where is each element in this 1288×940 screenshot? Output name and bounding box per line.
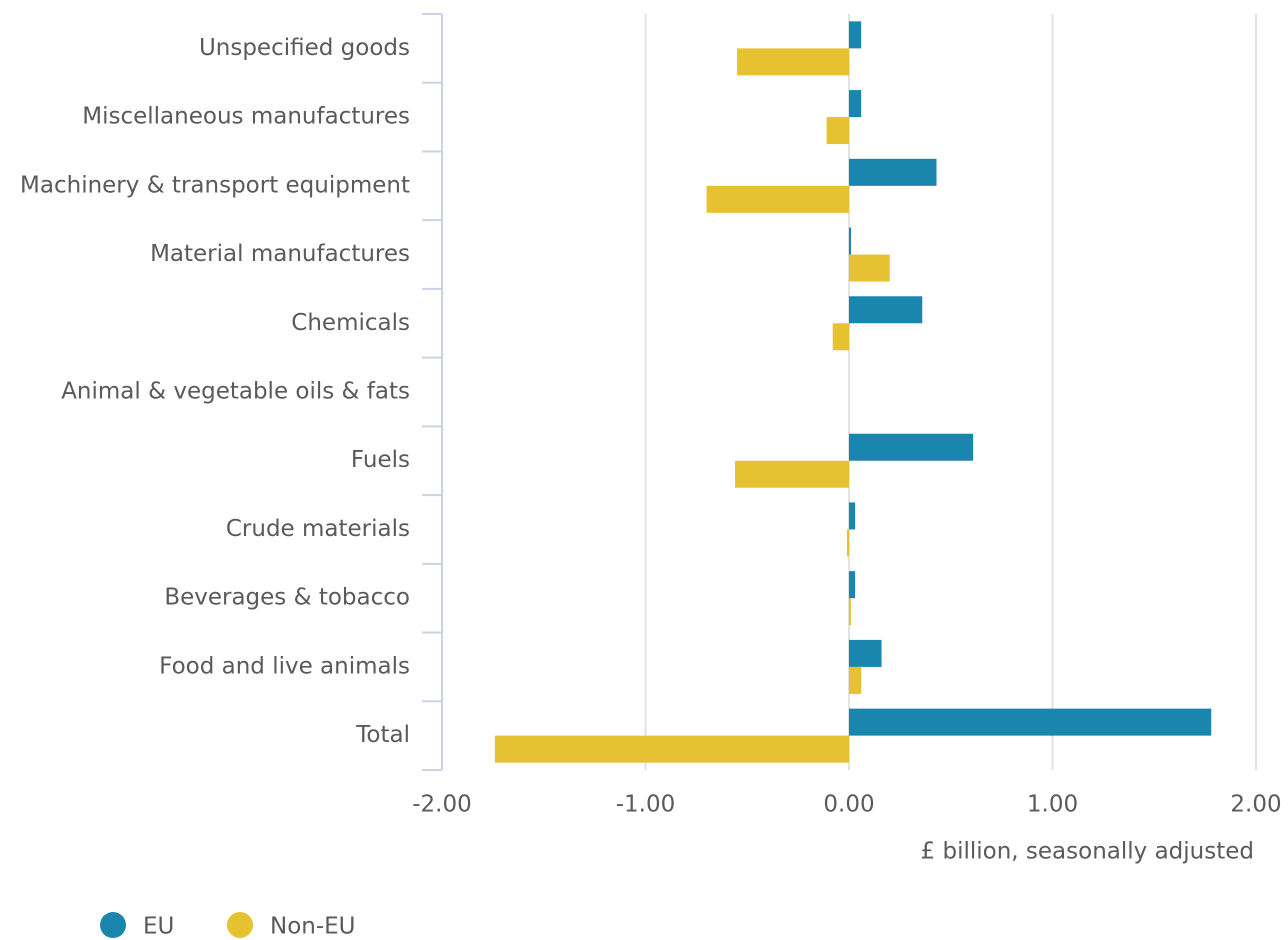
bar bbox=[849, 227, 852, 255]
bar bbox=[849, 708, 1212, 736]
y-tick-label: Machinery & transport equipment bbox=[20, 172, 410, 198]
x-tick-label: 1.00 bbox=[1027, 792, 1078, 818]
bar bbox=[735, 460, 849, 488]
bar bbox=[849, 296, 923, 324]
x-axis-title: £ billion, seasonally adjusted bbox=[921, 839, 1254, 865]
y-tick-label: Chemicals bbox=[291, 310, 410, 336]
bar bbox=[849, 571, 856, 599]
bar bbox=[849, 433, 974, 461]
x-tick-label: 2.00 bbox=[1230, 792, 1281, 818]
y-tick-label: Crude materials bbox=[226, 516, 410, 542]
bar bbox=[846, 529, 849, 557]
bar bbox=[849, 666, 862, 694]
bar bbox=[849, 158, 937, 186]
x-tick-label: -1.00 bbox=[616, 792, 676, 818]
bar bbox=[849, 598, 852, 626]
bar bbox=[706, 185, 849, 213]
y-tick-label: Animal & vegetable oils & fats bbox=[61, 379, 410, 405]
bar bbox=[826, 117, 849, 145]
y-tick-label: Miscellaneous manufactures bbox=[82, 104, 410, 130]
y-tick-label: Material manufactures bbox=[150, 241, 410, 267]
y-tick-label: Food and live animals bbox=[159, 653, 410, 679]
bar bbox=[737, 48, 849, 76]
bar bbox=[849, 502, 856, 530]
legend-label: Non-EU bbox=[270, 914, 356, 940]
x-tick-label: -2.00 bbox=[412, 792, 472, 818]
y-tick-label: Fuels bbox=[351, 447, 410, 473]
y-tick-label: Beverages & tobacco bbox=[164, 585, 410, 611]
legend-marker bbox=[227, 912, 253, 938]
bar bbox=[849, 90, 862, 118]
bar bbox=[849, 254, 890, 282]
legend-marker bbox=[100, 912, 126, 938]
bar bbox=[494, 735, 849, 763]
bar bbox=[849, 639, 882, 667]
bar bbox=[849, 21, 862, 49]
bar bbox=[832, 323, 849, 351]
y-tick-label: Unspecified goods bbox=[199, 35, 410, 61]
x-tick-label: 0.00 bbox=[823, 792, 874, 818]
y-tick-label: Total bbox=[355, 722, 410, 748]
legend-label: EU bbox=[143, 914, 174, 940]
